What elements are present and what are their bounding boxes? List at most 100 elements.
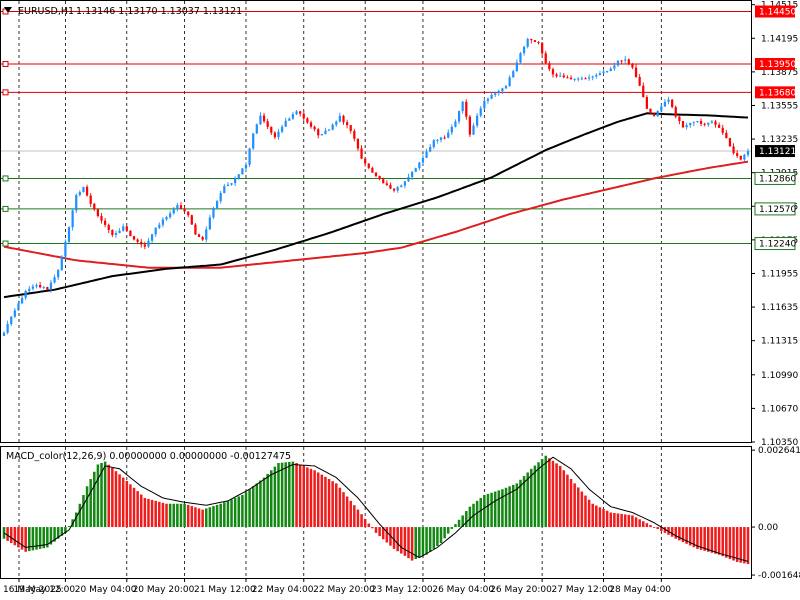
macd-bar (241, 495, 244, 528)
candle (559, 72, 562, 78)
candle-body (122, 226, 125, 231)
candle (356, 138, 360, 151)
candle (703, 122, 706, 127)
macd-bar (233, 497, 237, 528)
candle-body (208, 217, 211, 230)
macd-y-tick-label: 0.00 (758, 523, 778, 533)
candle (342, 114, 345, 125)
level-anchor (2, 240, 9, 247)
level-tag-label: 1.12240 (759, 240, 796, 250)
macd-bar (537, 462, 540, 528)
candle-body (111, 229, 114, 235)
candle-body (689, 122, 692, 126)
chart-frame (0, 0, 752, 579)
macd-bar (82, 495, 85, 528)
macd-bar (374, 527, 378, 533)
macd-bar (663, 527, 667, 533)
macd-bar (652, 527, 656, 528)
candle-body (743, 154, 746, 160)
macd-bar (288, 461, 291, 528)
candle (85, 184, 89, 197)
level-tag-box (754, 171, 796, 185)
candle-body (266, 121, 269, 127)
candle (468, 114, 472, 138)
candle-body (212, 208, 215, 218)
macd-bar (49, 527, 53, 545)
collapse-icon[interactable] (4, 7, 12, 13)
macd-bar (493, 491, 497, 528)
candle (208, 214, 211, 231)
candle-body (714, 121, 717, 125)
candle-body (699, 121, 703, 124)
candle-body (533, 40, 537, 42)
candle (46, 286, 49, 290)
candle (107, 223, 110, 234)
candle-body (609, 68, 612, 72)
candle (378, 175, 381, 181)
macd-bar (721, 527, 724, 557)
candle-body (559, 75, 562, 77)
candle (230, 183, 233, 186)
y-tick-label: 1.13875 (761, 68, 798, 78)
candle (212, 206, 215, 220)
candle-body (154, 227, 157, 235)
macd-bar (439, 527, 443, 544)
candle-body (421, 157, 425, 163)
candle-body (378, 175, 381, 180)
x-tick-label: 19 May 12:00 (13, 585, 75, 595)
candle (717, 122, 721, 128)
candle-body (566, 77, 569, 79)
candle-body (241, 168, 244, 175)
macd-bar (739, 527, 743, 563)
macd-bar (660, 527, 663, 531)
candle (28, 286, 31, 293)
candle-body (67, 227, 71, 242)
candle-body (681, 121, 685, 128)
macd-bar (407, 527, 410, 559)
candle-body (418, 162, 421, 169)
macd-bar (519, 479, 522, 528)
candle-body (96, 209, 100, 217)
candle-body (158, 224, 161, 228)
candle-body (104, 220, 107, 225)
candle (158, 222, 161, 230)
candle-body (313, 126, 316, 130)
candle-body (638, 76, 641, 86)
candle-body (584, 78, 587, 80)
candle (421, 154, 425, 165)
candle-body (551, 69, 555, 75)
macd-bar (244, 492, 248, 528)
candle-body (439, 137, 443, 140)
candle-body (71, 210, 74, 228)
candle (457, 110, 461, 125)
candle (136, 238, 139, 245)
price-levels (1, 8, 751, 247)
candle-body (660, 106, 663, 111)
x-tick-label: 20 May 20:00 (133, 585, 195, 595)
macd-bar (573, 483, 576, 528)
candle (234, 176, 237, 187)
candle-body (259, 115, 262, 125)
macd-bar (457, 519, 461, 528)
macd-bar (696, 527, 699, 549)
candle-body (129, 230, 132, 237)
macd-bar (403, 527, 407, 556)
candle-body (132, 236, 136, 240)
candle (194, 223, 197, 235)
candle-body (403, 181, 407, 186)
candle (327, 129, 331, 131)
macd-bar (255, 483, 259, 528)
candle (241, 168, 244, 175)
macd-bar (150, 499, 154, 528)
candle-body (721, 127, 724, 133)
macd-bar (371, 527, 374, 529)
candle (306, 117, 309, 124)
candle-body (93, 203, 96, 210)
macd-bar (96, 464, 100, 528)
candle-body (656, 110, 659, 117)
candle-body (371, 167, 374, 173)
candle-body (125, 226, 128, 231)
candle (252, 132, 255, 150)
